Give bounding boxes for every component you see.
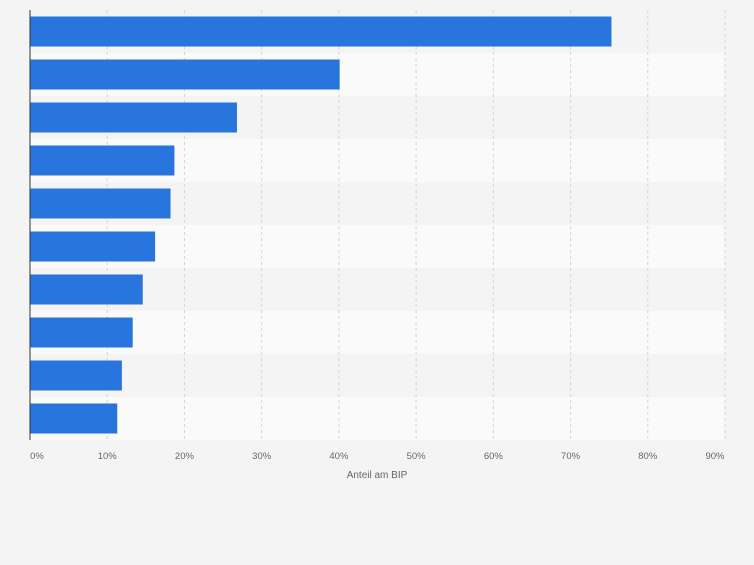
x-tick-label: 40%	[329, 451, 349, 462]
bar[interactable]	[30, 188, 171, 219]
x-tick-label: 90%	[705, 451, 725, 462]
x-tick-label: 60%	[484, 451, 504, 462]
x-tick-label: 10%	[98, 451, 118, 462]
x-tick-label: 70%	[561, 451, 581, 462]
x-tick-label: 20%	[175, 451, 195, 462]
row-band	[30, 311, 725, 354]
bar[interactable]	[30, 145, 175, 176]
x-tick-label: 0%	[30, 451, 44, 462]
x-tick-label: 30%	[252, 451, 272, 462]
bar[interactable]	[30, 231, 156, 262]
bar[interactable]	[30, 317, 133, 348]
bar[interactable]	[30, 274, 143, 305]
bar[interactable]	[30, 102, 237, 133]
row-band	[30, 354, 725, 397]
row-band	[30, 268, 725, 311]
x-axis-title: Anteil am BIP	[347, 470, 408, 481]
bar[interactable]	[30, 16, 612, 47]
bar[interactable]	[30, 403, 118, 434]
bar[interactable]	[30, 59, 340, 90]
x-tick-label: 80%	[638, 451, 658, 462]
x-tick-labels: 0% 10% 20% 30% 40% 50% 60% 70% 80% 90%	[30, 451, 725, 462]
row-band	[30, 397, 725, 440]
bar[interactable]	[30, 360, 122, 391]
x-tick-label: 50%	[407, 451, 427, 462]
bars	[30, 16, 612, 434]
